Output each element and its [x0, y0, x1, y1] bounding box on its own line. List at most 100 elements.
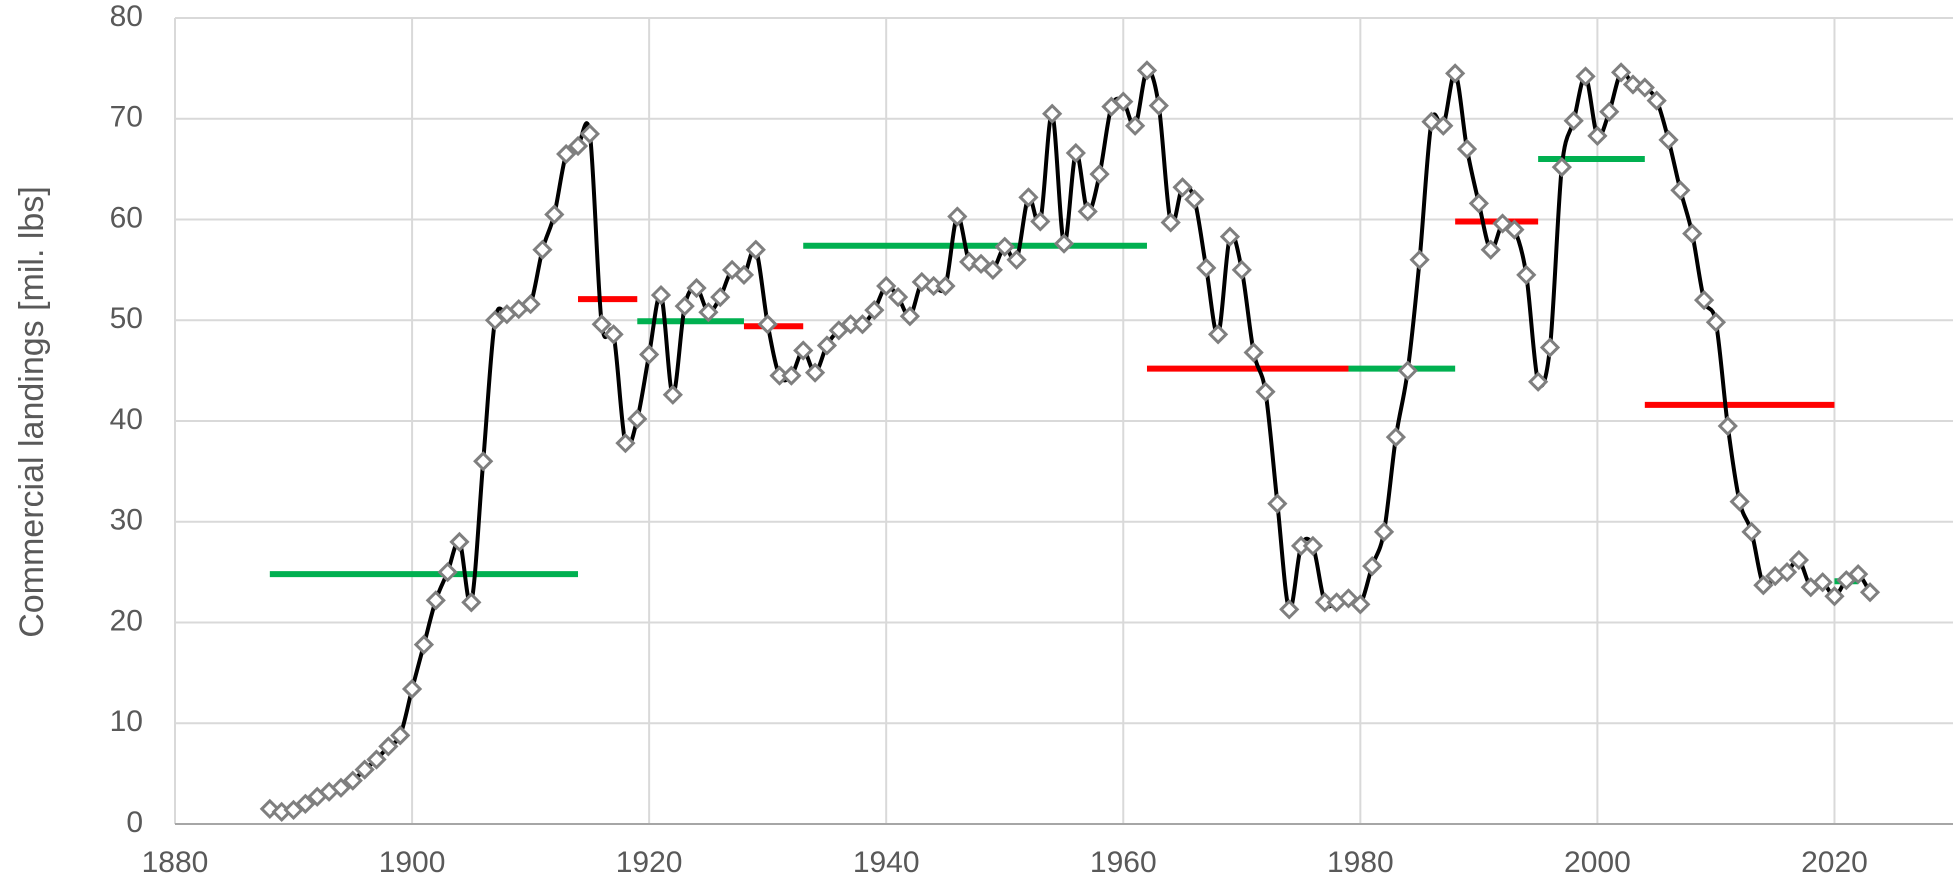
- x-tick-label: 1940: [853, 846, 920, 879]
- x-tick-label: 2000: [1564, 846, 1631, 879]
- data-point-marker: [864, 300, 885, 321]
- y-tick-label: 60: [110, 201, 143, 234]
- data-point-marker: [615, 433, 636, 454]
- data-point-marker: [650, 284, 672, 306]
- data-point-marker: [1563, 110, 1584, 131]
- data-point-marker: [935, 275, 956, 297]
- data-point-marker: [354, 759, 375, 780]
- data-point-marker: [698, 302, 719, 323]
- data-point-marker: [1421, 111, 1442, 132]
- data-point-marker: [437, 562, 458, 583]
- tick-labels: 0 10 20 30 40 50 60 70 80 1880 1900 1920 1940 1960 198…: [110, 0, 1868, 879]
- y-tick-label: 10: [110, 705, 143, 738]
- landings-line: [269, 67, 1872, 814]
- data-point-marker: [1504, 219, 1525, 240]
- y-tick-label: 40: [110, 403, 143, 436]
- data-point-marker: [591, 314, 612, 335]
- data-point-marker: [1077, 201, 1098, 222]
- data-point-marker: [401, 678, 423, 700]
- data-point-marker: [686, 277, 707, 299]
- data-point-marker: [947, 206, 968, 227]
- data-point-marker: [1848, 564, 1869, 585]
- data-point-marker: [1255, 381, 1276, 402]
- data-point-marker: [449, 531, 470, 553]
- data-point-marker: [1089, 164, 1110, 185]
- data-point-marker: [1172, 177, 1193, 198]
- data-point-marker: [520, 294, 541, 315]
- data-point-marker: [793, 340, 814, 361]
- data-point-marker: [1148, 95, 1169, 116]
- x-tick-label: 2020: [1801, 846, 1868, 879]
- data-point-marker: [366, 749, 387, 770]
- data-point-marker: [1693, 289, 1715, 311]
- data-point-marker: [639, 344, 660, 365]
- data-point-marker: [1776, 562, 1798, 583]
- data-point-marker: [295, 793, 316, 814]
- data-point-marker: [1528, 371, 1549, 392]
- data-point-marker: [1113, 91, 1134, 112]
- data-point-marker: [1670, 180, 1691, 201]
- data-point-marker: [994, 236, 1015, 257]
- x-tick-label: 1880: [142, 846, 209, 879]
- y-tick-label: 70: [110, 101, 143, 134]
- data-point-marker: [1551, 156, 1572, 178]
- period-mean-lines: [269, 156, 1859, 585]
- data-point-marker: [887, 286, 909, 308]
- data-point-marker: [1575, 66, 1596, 87]
- data-point-marker: [1243, 342, 1264, 363]
- data-point-marker: [1859, 582, 1881, 603]
- data-point-marker: [1468, 193, 1489, 214]
- data-point-marker: [1705, 312, 1727, 333]
- data-point-marker: [461, 592, 482, 613]
- axes: [174, 18, 1953, 825]
- data-point-marker: [1160, 212, 1181, 233]
- data-point-marker: [1350, 594, 1371, 615]
- data-point-marker: [1207, 324, 1229, 345]
- data-point-marker: [627, 408, 648, 430]
- data-point-marker: [1516, 264, 1537, 286]
- data-point-marker: [1385, 426, 1407, 448]
- data-point-marker: [1409, 249, 1430, 270]
- gridlines: [175, 17, 1953, 824]
- x-tick-label: 1980: [1327, 846, 1394, 879]
- data-point-marker: [1302, 535, 1324, 557]
- data-point-marker: [1196, 257, 1217, 278]
- data-point-marker: [1788, 549, 1810, 571]
- data-point-marker: [745, 239, 766, 260]
- data-point-marker: [1219, 226, 1241, 247]
- data-point-marker: [1753, 575, 1774, 596]
- y-tick-label: 30: [110, 504, 143, 537]
- x-tick-label: 1920: [616, 846, 683, 879]
- data-point-marker: [1741, 521, 1762, 542]
- data-point-marker: [1373, 521, 1395, 542]
- data-point-marker: [1729, 491, 1750, 512]
- data-point-marker: [1812, 572, 1833, 593]
- data-point-marker: [816, 335, 838, 356]
- data-point-marker: [662, 384, 683, 405]
- data-point-marker: [567, 135, 589, 157]
- data-point-marker: [1456, 138, 1478, 160]
- data-point-marker: [1018, 187, 1039, 208]
- y-tick-label: 20: [110, 604, 143, 637]
- data-point-marker: [757, 314, 778, 335]
- data-point-marker: [603, 324, 624, 345]
- y-tick-label: 80: [110, 0, 143, 33]
- data-point-marker: [473, 451, 494, 472]
- data-point-marker: [579, 123, 600, 144]
- data-point-marker: [1658, 129, 1679, 151]
- data-point-marker: [1480, 239, 1501, 260]
- data-point-marker: [1065, 142, 1086, 164]
- x-tick-label: 1900: [379, 846, 446, 879]
- data-point-marker: [1646, 90, 1667, 111]
- data-point-marker: [1231, 259, 1252, 280]
- data-point-marker: [544, 204, 565, 225]
- data-point-marker: [532, 239, 553, 260]
- data-point-marker: [1397, 360, 1418, 381]
- data-point-marker: [1006, 249, 1027, 270]
- series-line: [269, 67, 1872, 814]
- data-point-marker: [390, 725, 411, 746]
- data-point-marker: [733, 264, 755, 286]
- data-point-marker: [674, 296, 695, 317]
- data-point-marker: [1599, 101, 1620, 122]
